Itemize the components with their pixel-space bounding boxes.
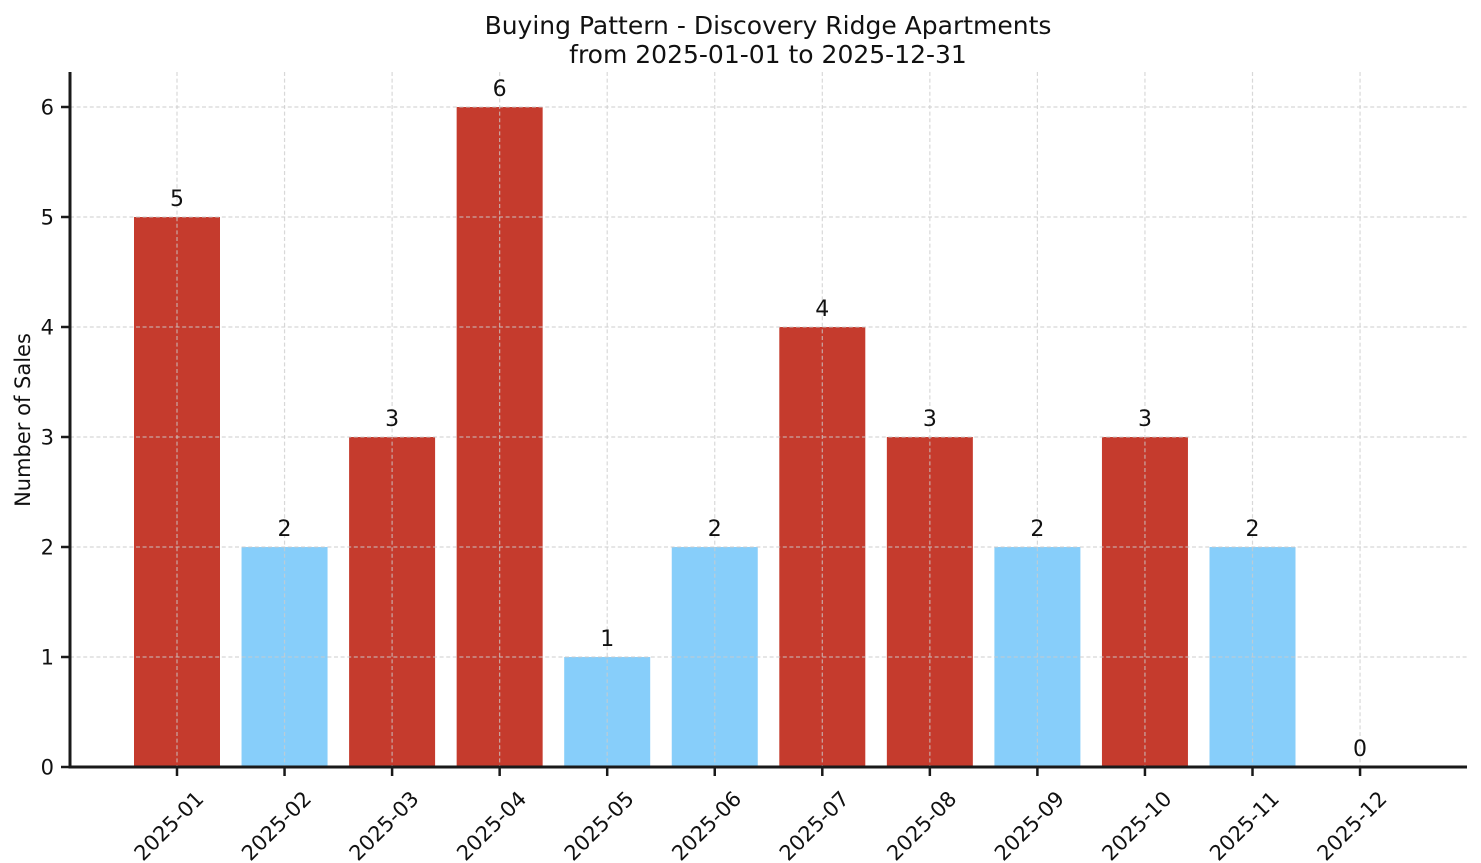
- value-label-2025-05: 1: [600, 627, 614, 652]
- y-tick-label-0: 0: [41, 756, 54, 780]
- value-label-2025-02: 2: [278, 517, 292, 542]
- x-tick-label-2025-02: 2025-02: [237, 787, 316, 863]
- x-tick-label-2025-04: 2025-04: [452, 787, 531, 863]
- value-label-2025-06: 2: [708, 517, 722, 542]
- y-tick-label-4: 4: [41, 316, 54, 340]
- value-label-2025-10: 3: [1138, 407, 1152, 432]
- value-label-2025-09: 2: [1030, 517, 1044, 542]
- value-label-2025-08: 3: [923, 407, 937, 432]
- y-tick-label-5: 5: [41, 206, 54, 230]
- value-label-2025-01: 5: [170, 187, 184, 212]
- x-tick-label-2025-12: 2025-12: [1313, 787, 1392, 863]
- x-tick-label-2025-09: 2025-09: [990, 787, 1069, 863]
- value-label-2025-04: 6: [493, 77, 507, 102]
- value-label-2025-11: 2: [1246, 517, 1260, 542]
- x-tick-label-2025-07: 2025-07: [775, 787, 854, 863]
- x-tick-label-2025-10: 2025-10: [1097, 787, 1176, 863]
- y-tick-label-1: 1: [41, 646, 54, 670]
- chart-title-line1: Buying Pattern - Discovery Ridge Apartme…: [485, 11, 1052, 40]
- x-tick-label-2025-01: 2025-01: [130, 787, 209, 863]
- y-tick-label-6: 6: [41, 96, 54, 120]
- gridlines-group: [70, 72, 1467, 767]
- value-label-2025-03: 3: [385, 407, 399, 432]
- value-label-2025-07: 4: [815, 297, 829, 322]
- y-tick-label-2: 2: [41, 536, 54, 560]
- x-tick-label-2025-08: 2025-08: [882, 787, 961, 863]
- x-tick-label-2025-11: 2025-11: [1205, 787, 1284, 863]
- x-tick-label-2025-03: 2025-03: [345, 787, 424, 863]
- y-tick-label-3: 3: [41, 426, 54, 450]
- chart-title-line2: from 2025-01-01 to 2025-12-31: [569, 40, 967, 69]
- axes-group: [61, 72, 1467, 776]
- y-axis-label: Number of Sales: [11, 333, 35, 507]
- x-tick-label-2025-05: 2025-05: [560, 787, 639, 863]
- value-labels-group: 5 2 3 6 1 2 4 3 2 3 2 0: [170, 77, 1367, 762]
- x-tick-label-2025-06: 2025-06: [667, 787, 746, 863]
- value-label-2025-12: 0: [1353, 737, 1367, 762]
